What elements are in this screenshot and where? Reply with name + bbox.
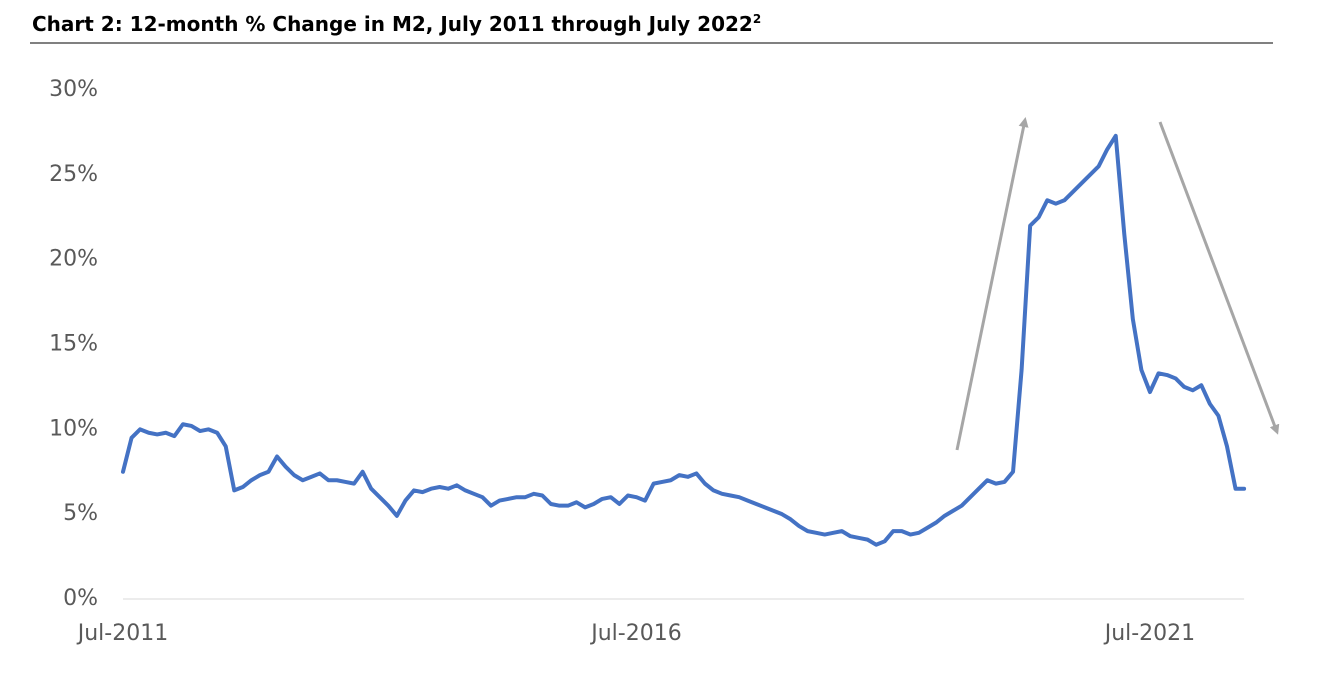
y-tick-label: 0% xyxy=(63,586,98,611)
chart-title: Chart 2: 12-month % Change in M2, July 2… xyxy=(32,12,761,36)
y-tick-label: 15% xyxy=(49,332,98,357)
annotation-arrow-up xyxy=(955,117,1029,451)
x-tick-label: Jul-2021 xyxy=(1103,621,1195,646)
title-footnote: 2 xyxy=(753,12,761,26)
title-text: Chart 2: 12-month % Change in M2, July 2… xyxy=(32,12,753,36)
y-tick-label: 30% xyxy=(49,77,98,102)
data-line xyxy=(121,133,1247,547)
y-tick-label: 10% xyxy=(49,416,98,441)
y-tick-label: 25% xyxy=(49,162,98,187)
x-tick-label: Jul-2011 xyxy=(76,621,168,646)
annotation-arrow-down xyxy=(1158,121,1280,435)
y-tick-label: 20% xyxy=(49,247,98,272)
x-tick-label: Jul-2016 xyxy=(589,621,681,646)
y-tick-label: 5% xyxy=(63,501,98,526)
